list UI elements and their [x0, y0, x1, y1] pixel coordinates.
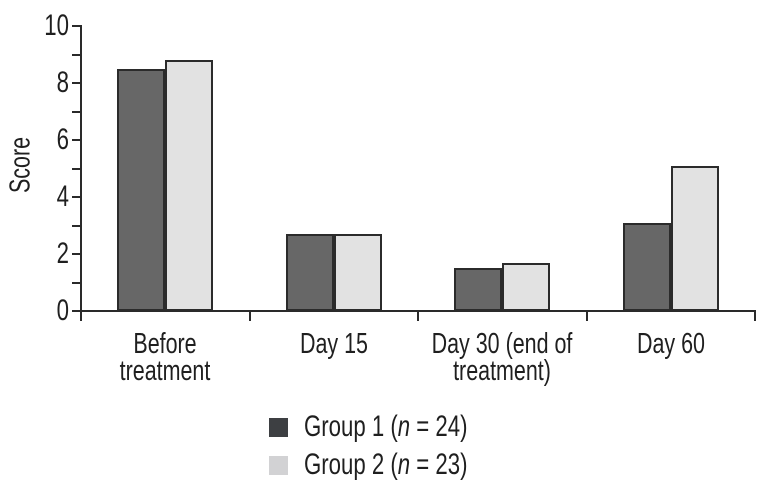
legend-label-group1: Group 1 (n = 24) [304, 410, 468, 444]
x-axis-tick [248, 312, 251, 321]
bar-group1-cat4 [622, 222, 671, 311]
y-axis-tick-label: 2 [56, 237, 69, 270]
y-axis-tick [72, 139, 80, 141]
bar-group1-cat3 [454, 268, 503, 311]
legend-label-group2-suffix: = 23) [410, 448, 468, 481]
bar-group2-cat4 [670, 165, 719, 311]
y-axis-tick [72, 224, 80, 227]
legend-label-group1-suffix: = 24) [410, 410, 468, 443]
y-axis-tick [72, 25, 80, 27]
legend-item-group2: Group 2 (n = 23) [269, 448, 525, 482]
y-axis-tick [72, 110, 80, 113]
x-axis-category-label: Day 15 [299, 328, 368, 360]
bar-group2-cat1 [165, 60, 214, 311]
y-axis-tick [72, 167, 80, 170]
legend-item-group1: Group 1 (n = 24) [269, 410, 525, 444]
legend-swatch-group1 [269, 417, 288, 437]
y-axis-tick [72, 253, 80, 255]
legend-swatch-group2 [269, 455, 288, 475]
bar-group2-cat2 [333, 234, 382, 311]
y-axis-tick [72, 53, 80, 56]
y-axis-tick-label: 0 [56, 294, 69, 327]
legend-label-group2: Group 2 (n = 23) [304, 448, 468, 482]
y-axis-line [80, 25, 82, 320]
y-axis-tick [72, 196, 80, 198]
x-axis-category-label: Day 30 (end of treatment) [431, 328, 573, 387]
legend-label-group2-prefix: Group 2 ( [304, 448, 398, 481]
y-axis-tick [72, 82, 80, 84]
y-axis-tick-label: 6 [56, 123, 69, 156]
y-axis-tick [72, 281, 80, 284]
x-axis-line [80, 310, 756, 312]
y-axis-tick-label: 4 [56, 180, 69, 213]
y-axis-tick-label: 8 [56, 66, 69, 99]
legend-label-group1-variable: n [397, 410, 411, 443]
x-axis-category-label: Before treatment [119, 328, 211, 387]
y-axis-tick-label: 10 [44, 9, 69, 42]
bar-group1-cat1 [117, 68, 166, 311]
bar-group1-cat2 [285, 234, 334, 311]
bar-group2-cat3 [502, 262, 551, 311]
x-axis-tick [585, 312, 588, 321]
x-axis-tick [754, 312, 756, 321]
legend-label-group1-prefix: Group 1 ( [304, 410, 398, 443]
x-axis-category-label: Day 60 [636, 328, 705, 360]
y-axis-tick [72, 310, 80, 312]
legend-label-group2-variable: n [397, 448, 411, 481]
x-axis-tick [80, 312, 82, 321]
x-axis-tick [417, 312, 419, 321]
